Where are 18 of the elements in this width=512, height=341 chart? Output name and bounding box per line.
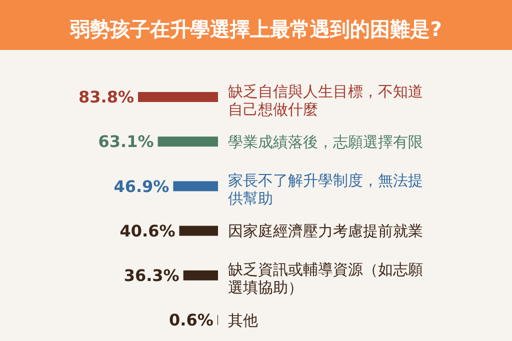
y-tick-label: 其他 bbox=[228, 311, 258, 330]
data-label: 46.9% bbox=[114, 176, 170, 196]
data-label: 83.8% bbox=[78, 88, 134, 107]
chart-title: 弱勢孩子在升學選擇上最常遇到的困難是? bbox=[69, 17, 442, 41]
y-tick-label: 缺乏自信與人生目標，不知道自己想做什麼 bbox=[228, 82, 423, 118]
y-tick-label: 學業成績落後，志願選擇有限 bbox=[228, 132, 423, 151]
data-label: 40.6% bbox=[120, 221, 176, 240]
data-label: 36.3% bbox=[124, 266, 180, 285]
y-tick-label: 因家庭經濟壓力考慮提前就業 bbox=[228, 222, 423, 240]
data-label: 63.1% bbox=[98, 132, 154, 152]
bar bbox=[158, 136, 218, 147]
y-tick-label: 家長不了解升學制度，無法提供幫助 bbox=[228, 171, 423, 208]
bar bbox=[173, 181, 218, 192]
bar bbox=[179, 226, 218, 236]
y-tick-label: 缺乏資訊或輔導資源（如志願選填協助） bbox=[228, 260, 423, 297]
bar bbox=[138, 92, 218, 102]
data-label: 0.6% bbox=[169, 310, 214, 330]
bar bbox=[183, 270, 218, 280]
